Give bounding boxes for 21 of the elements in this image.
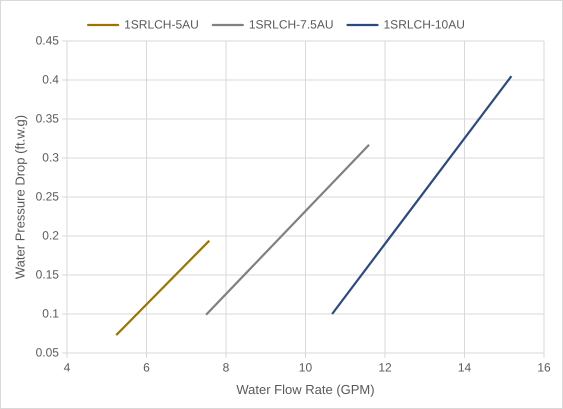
y-tick-label: 0.05 <box>36 345 60 360</box>
y-tick-label: 0.4 <box>42 72 60 86</box>
x-tick-label: 12 <box>378 360 392 375</box>
x-tick-label: 8 <box>222 360 230 375</box>
x-tick-label: 14 <box>458 360 472 375</box>
x-tick-label: 10 <box>298 360 312 375</box>
legend-label: 1SRLCH-5AU <box>124 17 199 32</box>
legend-label: 1SRLCH-10AU <box>384 17 465 32</box>
x-tick-label: 4 <box>64 360 71 375</box>
legend-label: 1SRLCH-7.5AU <box>248 17 334 32</box>
x-tick-label: 6 <box>143 360 150 375</box>
y-tick-label: 0.1 <box>42 306 60 320</box>
y-axis-title: Water Pressure Drop (ft.w.g) <box>12 114 28 280</box>
y-tick-label: 0.15 <box>36 267 60 282</box>
y-tick-label: 0.35 <box>36 111 60 126</box>
x-axis-title: Water Flow Rate (GPM) <box>236 382 375 397</box>
y-tick-label: 0.2 <box>42 228 60 242</box>
y-tick-label: 0.25 <box>36 189 60 204</box>
y-tick-label: 0.3 <box>42 150 60 164</box>
x-tick-label: 16 <box>537 360 551 375</box>
y-tick-label: 0.45 <box>36 33 60 48</box>
